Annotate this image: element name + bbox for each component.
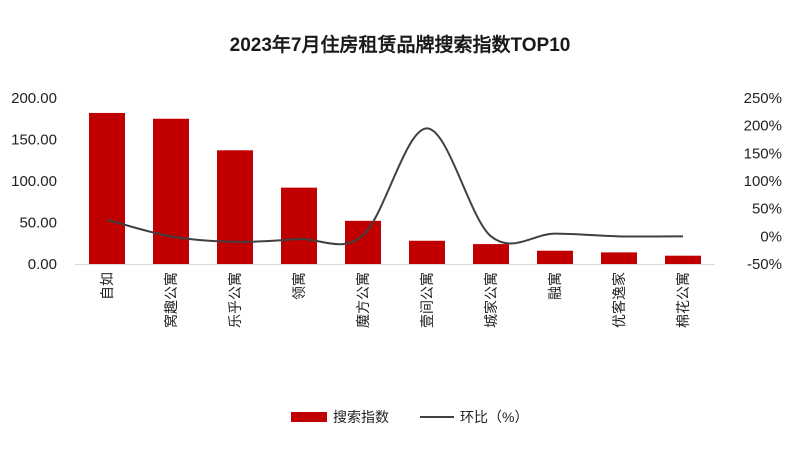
bar — [89, 112, 125, 264]
right-tick-label: 150% — [744, 145, 782, 162]
category-axis: 自如 窝趣公寓 乐乎公寓 领寓 魔方公寓 壹间公寓 城家公寓 融寓 优客逸家 棉花公寓 — [99, 272, 691, 328]
legend-label-line: 环比（%） — [460, 409, 528, 425]
right-tick-label: 250% — [744, 90, 782, 107]
bar — [665, 255, 701, 264]
left-tick-label: 100.00 — [11, 173, 57, 190]
category-label: 窝趣公寓 — [163, 272, 179, 328]
bar — [601, 252, 637, 264]
bar — [409, 240, 445, 264]
bar — [153, 118, 189, 264]
right-tick-label: 200% — [744, 118, 782, 135]
category-label: 魔方公寓 — [355, 272, 371, 328]
left-tick-label: 0.00 — [28, 256, 57, 273]
right-tick-label: 50% — [752, 201, 782, 218]
right-axis: -50% 0% 50% 100% 150% 200% 250% — [744, 90, 782, 273]
category-label: 棉花公寓 — [675, 272, 691, 328]
bar — [473, 244, 509, 264]
legend: 搜索指数 环比（%） — [291, 409, 528, 425]
chart-title: 2023年7月住房租赁品牌搜索指数TOP10 — [229, 35, 571, 56]
bar — [217, 150, 253, 264]
right-tick-label: 100% — [744, 173, 782, 190]
left-tick-label: 50.00 — [19, 215, 57, 232]
category-label: 融寓 — [547, 272, 563, 300]
right-tick-label: 0% — [760, 228, 782, 245]
category-label: 自如 — [99, 272, 115, 300]
legend-swatch-bar — [291, 412, 327, 422]
category-label: 城家公寓 — [483, 272, 499, 328]
legend-label-bar: 搜索指数 — [333, 409, 389, 425]
bar-series — [75, 112, 715, 265]
left-tick-label: 150.00 — [11, 132, 57, 149]
category-label: 领寓 — [291, 272, 307, 300]
line-series — [106, 127, 684, 246]
left-tick-label: 200.00 — [11, 90, 57, 107]
category-label: 壹间公寓 — [419, 272, 435, 328]
right-tick-label: -50% — [747, 256, 782, 273]
bar — [281, 187, 317, 264]
line-path — [106, 127, 684, 246]
left-axis: 0.00 50.00 100.00 150.00 200.00 — [11, 90, 57, 273]
category-label: 优客逸家 — [611, 272, 627, 328]
category-label: 乐乎公寓 — [227, 272, 243, 328]
bar — [537, 250, 573, 264]
